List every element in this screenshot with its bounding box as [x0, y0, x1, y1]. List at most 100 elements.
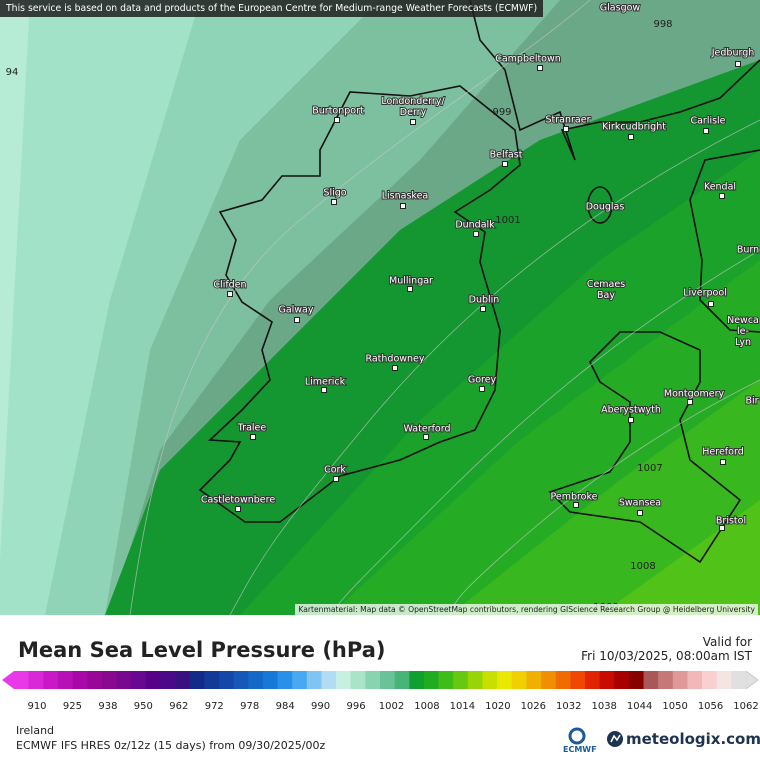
place-label: Bir: [745, 396, 758, 407]
place-marker: [392, 365, 398, 371]
place-label: Aberystwyth: [601, 405, 661, 416]
brand: meteologix.com: [626, 730, 760, 748]
colorbar-swatch: [57, 671, 73, 689]
place-marker: [331, 199, 337, 205]
place-label: Londonderry/Derry: [381, 96, 445, 118]
place-label: Rathdowney: [365, 354, 424, 365]
place-marker: [250, 434, 256, 440]
place-label-line: Bay: [597, 290, 615, 301]
place-label: Carlisle: [690, 116, 725, 127]
place-label: Stranraer: [546, 115, 591, 126]
colorbar-swatch: [189, 671, 205, 689]
colorbar-swatch: [160, 671, 176, 689]
colorbar-tick-label: 984: [276, 701, 295, 712]
colorbar-tick-label: 950: [134, 701, 153, 712]
place-marker: [637, 510, 643, 516]
colorbar-swatch: [87, 671, 103, 689]
colorbar-swatch: [350, 671, 366, 689]
colorbar-tick-label: 1062: [733, 701, 758, 712]
place-label: Waterford: [403, 424, 450, 435]
colorbar-swatch: [175, 671, 191, 689]
colorbar-tick-label: 972: [205, 701, 224, 712]
place-label: Belfast: [490, 150, 523, 161]
colorbar-tick-label: 962: [169, 701, 188, 712]
colorbar-swatch: [614, 671, 630, 689]
colorbar-swatch: [526, 671, 542, 689]
colorbar-swatch: [599, 671, 615, 689]
colorbar-swatch: [28, 671, 44, 689]
place-marker: [400, 203, 406, 209]
colorbar-tick-label: 938: [98, 701, 117, 712]
place-marker: [502, 161, 508, 167]
place-label: Dundalk: [455, 220, 495, 231]
place-marker: [720, 459, 726, 465]
place-label-line: Derry: [400, 107, 427, 118]
colorbar-swatch: [628, 671, 644, 689]
region: Ireland: [16, 724, 55, 737]
place-label: Tralee: [237, 423, 267, 434]
colorbar-tick-label: 1050: [662, 701, 687, 712]
place-marker: [235, 506, 241, 512]
colorbar-swatch: [306, 671, 322, 689]
place-marker: [537, 65, 543, 71]
place-label: Liverpool: [683, 288, 727, 299]
isobar: [449, 379, 760, 615]
isobar: [129, 0, 591, 615]
legend-title: Mean Sea Level Pressure (hPa): [18, 638, 386, 662]
place-marker: [480, 306, 486, 312]
colorbar-tick-label: 1008: [414, 701, 439, 712]
place-marker: [687, 399, 693, 405]
colorbar-swatch: [101, 671, 117, 689]
colorbar-swatch: [145, 671, 161, 689]
colorbar-swatch: [643, 671, 659, 689]
colorbar-tick-label: 978: [240, 701, 259, 712]
colorbar-swatch: [702, 671, 718, 689]
brand-icon: [607, 731, 623, 747]
colorbar-swatch: [218, 671, 234, 689]
place-label: Gorey: [468, 375, 497, 386]
colorbar-swatch: [438, 671, 454, 689]
place-marker: [407, 286, 413, 292]
place-label-line: Lyn: [735, 337, 751, 348]
place-marker: [573, 502, 579, 508]
isobar-label: 1001: [495, 215, 520, 226]
model-info: ECMWF IFS HRES 0z/12z (15 days) from 09/…: [16, 739, 326, 752]
place-marker: [628, 417, 634, 423]
colorbar-swatch: [116, 671, 132, 689]
place-label: Clifden: [213, 280, 246, 291]
colorbar-tick-label: 1056: [698, 701, 723, 712]
colorbar-swatch: [72, 671, 88, 689]
place-label: Lisnaskea: [382, 191, 429, 202]
place-label: Pembroke: [550, 492, 597, 503]
colorbar-tick-label: 925: [63, 701, 82, 712]
colorbar-swatch: [365, 671, 381, 689]
place-marker: [423, 434, 429, 440]
colorbar-swatch: [555, 671, 571, 689]
colorbar-swatch: [248, 671, 264, 689]
colorbar-swatch: [658, 671, 674, 689]
isobars: [129, 0, 760, 615]
coastline: [198, 0, 760, 564]
colorbar-swatch: [687, 671, 703, 689]
colorbar-swatch: [731, 671, 747, 689]
england-coast: [689, 149, 760, 333]
colorbar-swatch: [541, 671, 557, 689]
place-marker: [703, 128, 709, 134]
colorbar: 910 925 938 950 962 972 978 984 990 996 1002 1008 10…: [2, 670, 759, 712]
place-marker: [410, 119, 416, 125]
colorbar-swatch: [336, 671, 352, 689]
colorbar-tick-label: 990: [311, 701, 330, 712]
place-label: Burtonport: [312, 106, 364, 117]
wales-coast: [548, 331, 742, 564]
place-marker: [563, 126, 569, 132]
place-marker: [334, 117, 340, 123]
colorbar-tick-label: 1038: [591, 701, 616, 712]
colorbar-swatch: [233, 671, 249, 689]
map: Glasgow Jedburgh Campbeltown Burtonport Lond…: [0, 0, 760, 615]
place-marker: [294, 317, 300, 323]
colorbar-swatch: [43, 671, 59, 689]
place-label: Castletownbere: [201, 495, 276, 506]
isobar-label: 1007: [637, 463, 662, 474]
place-label: Douglas: [586, 202, 625, 213]
isobar-label: 1008: [630, 561, 655, 572]
